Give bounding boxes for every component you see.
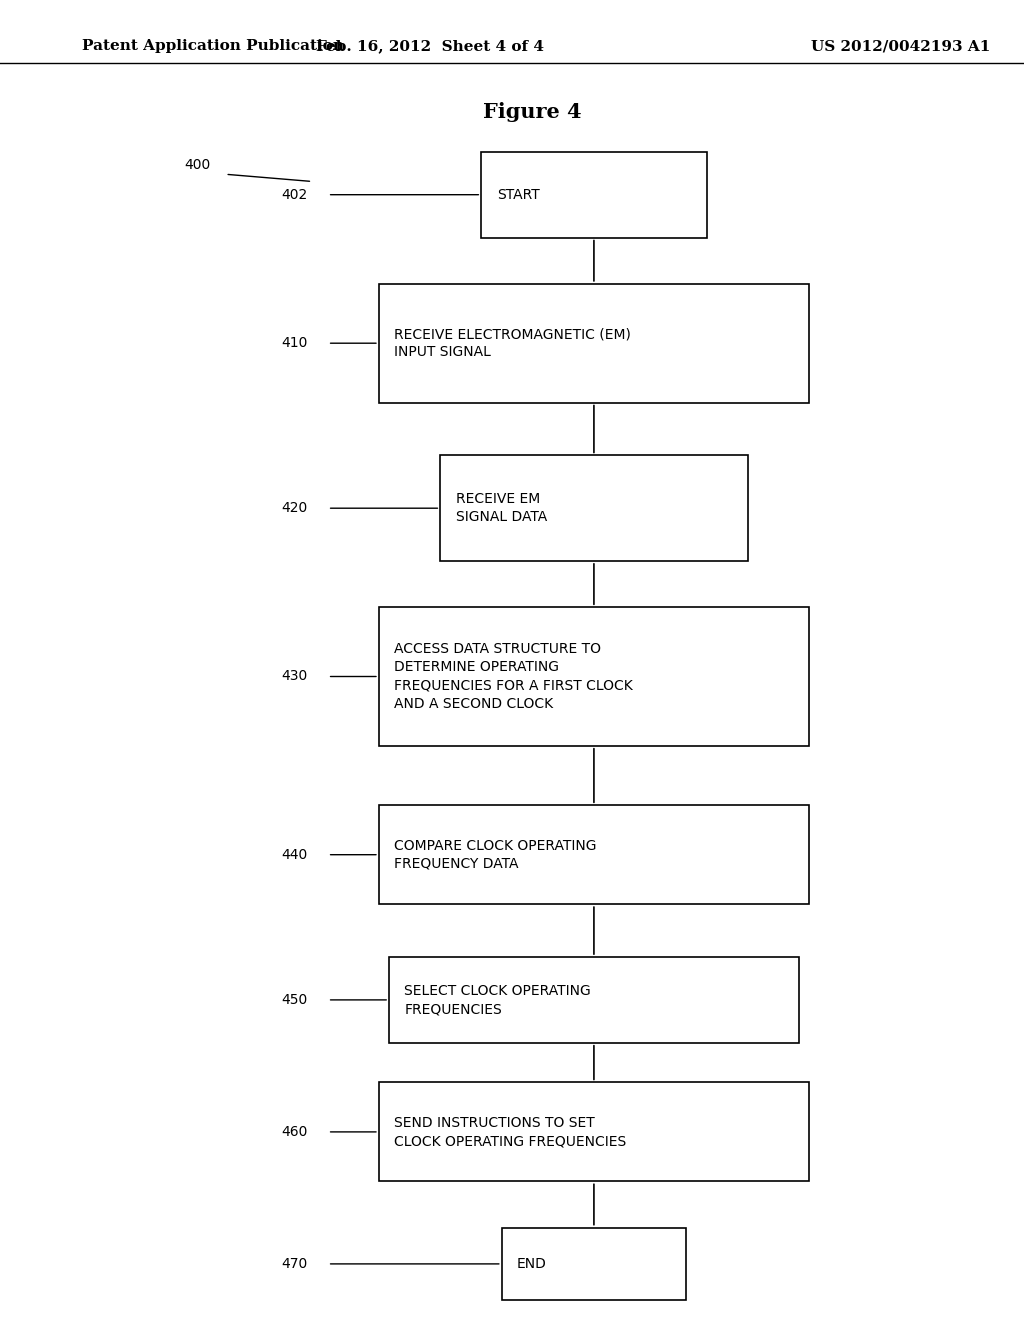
Text: US 2012/0042193 A1: US 2012/0042193 A1 [811, 40, 991, 53]
Text: 460: 460 [281, 1125, 307, 1139]
Text: 430: 430 [281, 669, 307, 684]
Text: 420: 420 [281, 502, 307, 515]
Text: SEND INSTRUCTIONS TO SET
CLOCK OPERATING FREQUENCIES: SEND INSTRUCTIONS TO SET CLOCK OPERATING… [394, 1115, 627, 1148]
FancyBboxPatch shape [502, 1228, 686, 1300]
Text: RECEIVE ELECTROMAGNETIC (EM)
INPUT SIGNAL: RECEIVE ELECTROMAGNETIC (EM) INPUT SIGNA… [394, 327, 631, 359]
Text: Figure 4: Figure 4 [483, 102, 582, 123]
FancyBboxPatch shape [440, 455, 748, 561]
Text: Patent Application Publication: Patent Application Publication [82, 40, 344, 53]
Text: SELECT CLOCK OPERATING
FREQUENCIES: SELECT CLOCK OPERATING FREQUENCIES [404, 983, 591, 1016]
Text: 410: 410 [281, 337, 307, 350]
Text: 440: 440 [281, 847, 307, 862]
FancyBboxPatch shape [379, 805, 809, 904]
Text: 400: 400 [184, 158, 211, 172]
Text: 470: 470 [281, 1257, 307, 1271]
Text: RECEIVE EM
SIGNAL DATA: RECEIVE EM SIGNAL DATA [456, 492, 547, 524]
Text: ACCESS DATA STRUCTURE TO
DETERMINE OPERATING
FREQUENCIES FOR A FIRST CLOCK
AND A: ACCESS DATA STRUCTURE TO DETERMINE OPERA… [394, 642, 633, 711]
Text: START: START [497, 187, 540, 202]
Text: Feb. 16, 2012  Sheet 4 of 4: Feb. 16, 2012 Sheet 4 of 4 [316, 40, 544, 53]
FancyBboxPatch shape [389, 957, 799, 1043]
FancyBboxPatch shape [379, 607, 809, 746]
FancyBboxPatch shape [481, 152, 707, 238]
Text: COMPARE CLOCK OPERATING
FREQUENCY DATA: COMPARE CLOCK OPERATING FREQUENCY DATA [394, 838, 597, 871]
Text: 450: 450 [281, 993, 307, 1007]
Text: 402: 402 [281, 187, 307, 202]
FancyBboxPatch shape [379, 1082, 809, 1181]
Text: END: END [517, 1257, 547, 1271]
FancyBboxPatch shape [379, 284, 809, 403]
